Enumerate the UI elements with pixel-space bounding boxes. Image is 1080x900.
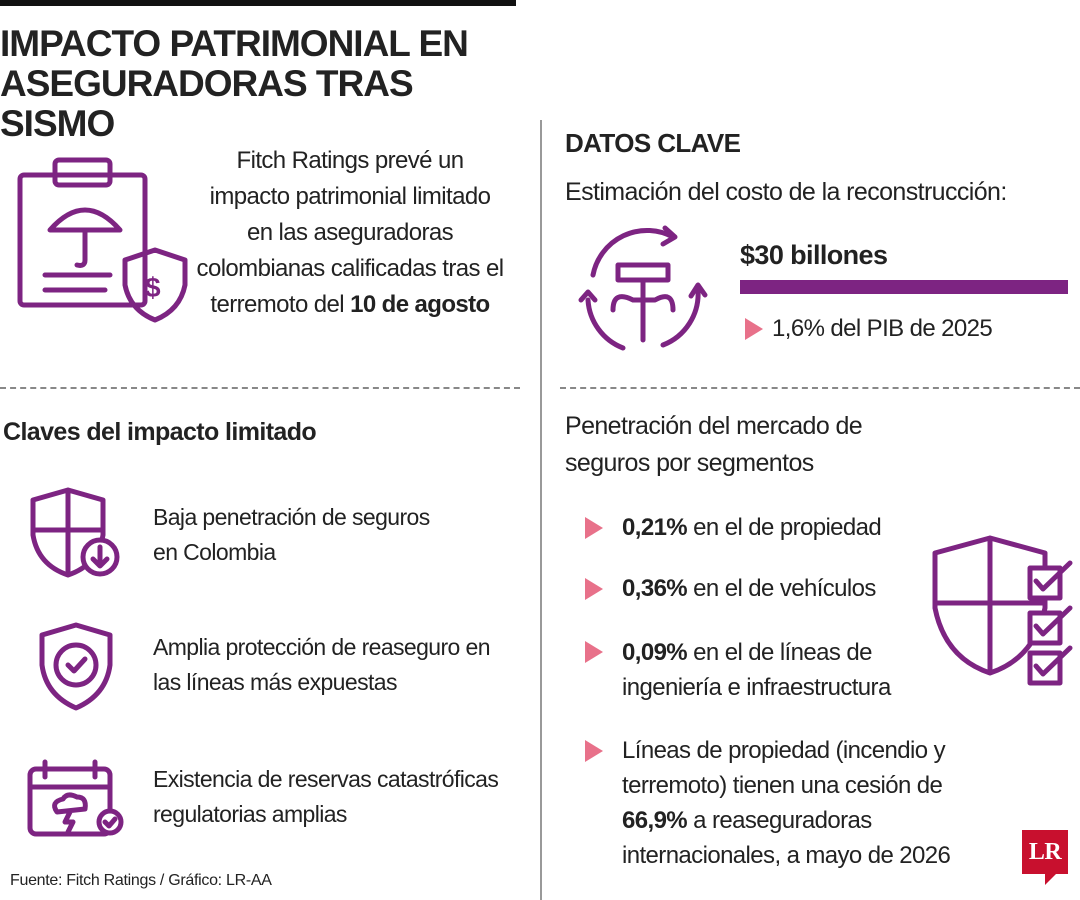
dashed-line — [0, 387, 520, 389]
top-bar — [0, 0, 516, 6]
segment-value: 0,21% — [622, 514, 688, 541]
bullet — [585, 578, 603, 600]
intro-bold: 10 de agosto — [350, 291, 490, 318]
dashed-line — [560, 387, 1080, 389]
section-title: DATOS CLAVE — [565, 128, 741, 158]
insurance-icon — [932, 535, 1073, 686]
segment-item: 0,36% en el de vehículos — [622, 571, 876, 606]
title: IMPACTO PATRIMONIAL EN ASEGURADORAS TRAS… — [0, 23, 469, 144]
clave-item: Existencia de reservas catastróficas reg… — [153, 766, 499, 827]
segment-item: 0,09% en el de líneas de ingeniería e in… — [622, 635, 912, 705]
calendar-icon — [27, 759, 124, 837]
amount: $30 billones — [740, 240, 888, 270]
segment-text: en el de líneas de ingeniería e infraest… — [622, 639, 891, 701]
segment-value: 66,9% — [622, 807, 688, 834]
section-title: Penetración del mercado de seguros por s… — [565, 412, 863, 477]
logo-tail — [1045, 873, 1057, 885]
section-title: Claves del impacto limitado — [3, 418, 317, 446]
segment-text: Líneas de propiedad (incendio y terremot… — [622, 737, 946, 799]
svg-text:$: $ — [145, 272, 161, 303]
subtitle: Estimación del costo de la reconstrucció… — [565, 178, 1007, 206]
shield-icon — [30, 487, 120, 578]
segment-value: 0,36% — [622, 575, 688, 602]
divider — [540, 120, 542, 900]
amount-bar — [740, 280, 1068, 294]
segment-text: en el de propiedad — [693, 514, 882, 541]
clipboard-icon: $ — [17, 157, 188, 323]
intro: Fitch Ratings prevé un impacto patrimoni… — [195, 143, 505, 323]
bullet — [585, 740, 603, 762]
logo: LR — [1022, 830, 1068, 874]
protection-icon — [39, 622, 113, 711]
segment-text: a reaseguradoras internacionales, a mayo… — [622, 807, 951, 869]
bullet — [585, 641, 603, 663]
segment-item: 0,21% en el de propiedad — [622, 510, 882, 545]
bullet — [745, 318, 763, 340]
segment-item: Líneas de propiedad (incendio y terremot… — [622, 733, 962, 873]
tools-icon — [578, 225, 708, 351]
intro-text: Fitch Ratings prevé un impacto patrimoni… — [196, 147, 504, 318]
segment-value: 0,09% — [622, 639, 688, 666]
clave-item: Baja penetración de seguros en Colombia — [153, 504, 430, 565]
source: Fuente: Fitch Ratings / Gráfico: LR-AA — [10, 872, 272, 889]
segment-text: en el de vehículos — [693, 575, 876, 602]
clave-item: Amplia protección de reaseguro en las lí… — [153, 634, 491, 695]
bullet — [585, 517, 603, 539]
note: 1,6% del PIB de 2025 — [772, 315, 993, 342]
